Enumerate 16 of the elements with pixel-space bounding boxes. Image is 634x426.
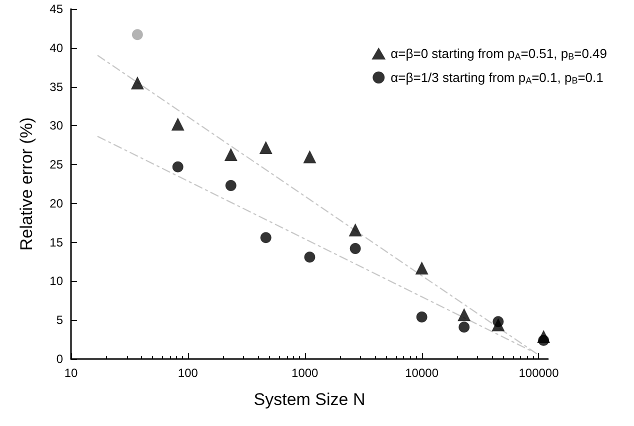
y-axis-title: Relative error (%) bbox=[17, 117, 36, 251]
x-tick-label: 10000 bbox=[405, 366, 439, 380]
x-tick-label: 100000 bbox=[518, 366, 560, 380]
y-tick-label: 35 bbox=[50, 80, 64, 94]
y-tick-label: 25 bbox=[50, 158, 64, 172]
y-tick-label: 15 bbox=[50, 235, 64, 250]
y-tick-label: 5 bbox=[56, 313, 64, 328]
y-tick-label: 0 bbox=[56, 352, 64, 366]
y-tick-label: 40 bbox=[50, 40, 64, 55]
x-axis-title: System Size N bbox=[254, 390, 366, 409]
x-tick-label: 100 bbox=[178, 366, 198, 380]
y-tick-label: 20 bbox=[50, 196, 64, 210]
x-tick-label: 1000 bbox=[292, 366, 319, 380]
y-tick-label: 45 bbox=[50, 2, 64, 16]
y-tick-label: 10 bbox=[50, 274, 64, 288]
y-tick-label: 30 bbox=[50, 118, 64, 133]
